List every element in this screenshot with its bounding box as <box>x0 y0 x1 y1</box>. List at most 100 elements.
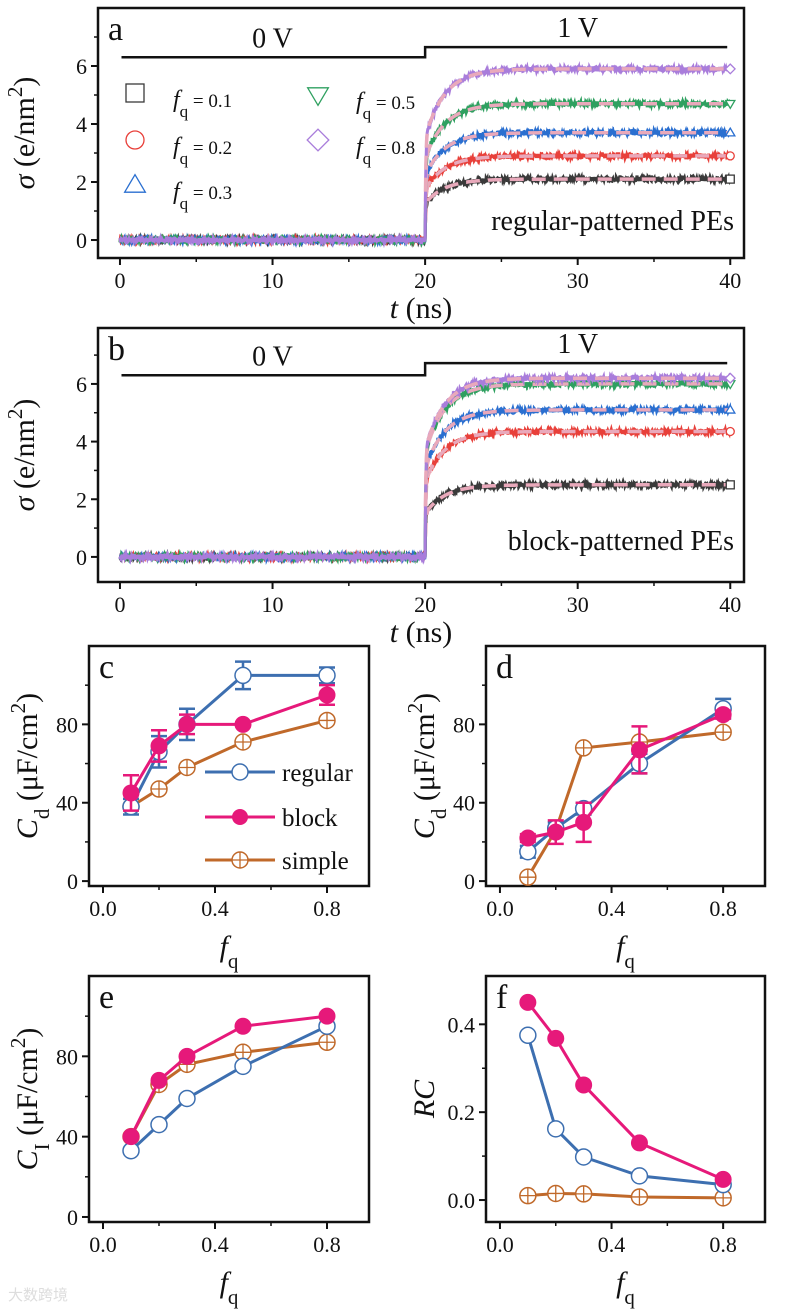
fit-line-fq-0.2 <box>423 154 731 217</box>
x-tick-label: 10 <box>262 592 284 617</box>
data-point-cross <box>715 724 732 741</box>
data-point-regular <box>150 1115 168 1134</box>
plot-frame <box>96 6 746 260</box>
fit-line-fq-0.3 <box>423 130 731 210</box>
legend-rest: = 0.2 <box>188 138 232 159</box>
y-axis-title: Cd (μF/cm2) <box>403 693 451 839</box>
x-tick-label: 20 <box>414 268 436 293</box>
legend-marker-fq-0.1 <box>125 83 145 103</box>
y-axis-title: σ (e/nm2) <box>3 77 41 190</box>
data-point-block <box>630 741 648 759</box>
data-point-block <box>178 1047 196 1065</box>
x-tick-label: 0.0 <box>89 1232 117 1257</box>
end-marker-fq-0.1 <box>725 480 735 490</box>
data-point-block <box>122 1128 140 1146</box>
end-marker-fq-0.1 <box>725 174 735 184</box>
axis-title-sup: 2 <box>3 409 27 420</box>
plot-frame <box>87 974 371 1224</box>
legend-sub: q <box>180 149 189 168</box>
data-point-block <box>547 1029 565 1047</box>
x-axis-title: fq <box>220 930 239 973</box>
data-point-cross <box>319 712 335 729</box>
data-point-block <box>714 706 732 724</box>
plot-frame <box>484 974 767 1224</box>
fit-line-fq-0.5 <box>423 382 731 509</box>
x-tick-label: 0.4 <box>201 1232 229 1257</box>
voltage-step-line <box>121 361 728 377</box>
fit-line-fq-0.1 <box>423 483 731 537</box>
panel-c: 0.0 0.4 0.8 0 40 80 regular block simple c fq Cd (μ… <box>6 644 371 973</box>
voltage-step-line <box>121 45 728 59</box>
watermark: 大数跨境 <box>8 1286 68 1304</box>
axis-title-pre: σ <box>8 173 41 189</box>
legend-label-fq-0.3: fq = 0.3 <box>173 179 232 213</box>
axis-title-sub: q <box>624 1285 635 1309</box>
y-axis-title: RC <box>408 1079 441 1119</box>
x-tick-label: 0 <box>114 592 125 617</box>
voltage-label-0v: 0 V <box>252 23 293 54</box>
axis-title-sub: d <box>427 808 451 819</box>
legend-label-fq-0.2: fq = 0.2 <box>173 134 232 168</box>
fit-line-fq-0.8 <box>423 67 731 192</box>
axis-title-pre: t <box>390 616 399 649</box>
axis-title-post: ) <box>408 693 441 703</box>
axis-title-post: ) <box>8 77 41 87</box>
y-tick-label: 40 <box>56 791 78 816</box>
x-axis-title: fq <box>616 930 635 973</box>
legend-f: f <box>173 134 183 160</box>
legend-f: f <box>356 134 366 160</box>
data-point-regular <box>234 666 252 685</box>
y-tick-label: 0.2 <box>448 1100 476 1125</box>
x-axis-title: t (ns) <box>390 292 453 325</box>
y-tick-label: 0.0 <box>448 1188 476 1213</box>
y-tick-label: 2 <box>76 170 87 195</box>
data-point-block <box>575 1076 593 1094</box>
axis-title-mid: (ns) <box>398 292 452 325</box>
legend-label-fq-0.1: fq = 0.1 <box>173 87 232 121</box>
legend-rest: = 0.5 <box>371 93 415 114</box>
data-point-block <box>178 715 196 733</box>
data-point-regular <box>519 1026 537 1045</box>
y-tick-label: 40 <box>56 1125 78 1150</box>
panel-label: c <box>99 649 114 686</box>
data-point-cross <box>519 869 536 886</box>
panel-label: d <box>496 649 513 686</box>
axis-title-sup: 2 <box>6 1038 30 1049</box>
x-tick-label: 20 <box>414 592 436 617</box>
fit-line-fq-0.3 <box>423 408 731 516</box>
x-tick-label: 40 <box>719 592 741 617</box>
x-tick-label: 0.0 <box>486 1232 514 1257</box>
x-tick-label: 30 <box>567 268 589 293</box>
panel-b: 0 10 20 30 40 0 2 4 6 0 V 1 V block-patterned PEs b t… <box>3 326 746 649</box>
x-tick-label: 40 <box>719 268 741 293</box>
axis-title-pre: C <box>11 1149 44 1170</box>
y-tick-label: 80 <box>453 712 475 737</box>
legend-rest: = 0.8 <box>371 138 415 159</box>
axis-title-pre: RC <box>408 1079 441 1119</box>
y-tick-label: 0 <box>464 869 475 894</box>
y-tick-label: 0 <box>67 1205 78 1230</box>
data-point-block <box>575 813 593 831</box>
y-tick-label: 2 <box>76 487 87 512</box>
y-tick-label: 0 <box>76 228 87 253</box>
axis-title-mid: (μF/cm <box>408 713 441 808</box>
legend-label-fq-0.5: fq = 0.5 <box>356 89 415 123</box>
x-tick-label: 0.4 <box>598 896 626 921</box>
data-point-block <box>630 1134 648 1152</box>
y-tick-label: 0.4 <box>448 1012 476 1037</box>
legend-label-fq-0.8: fq = 0.8 <box>356 134 415 168</box>
data-point-block <box>234 715 252 733</box>
series-line-block <box>526 1001 724 1181</box>
legend-marker-fq-0.5 <box>306 87 330 107</box>
data-point-cross <box>235 734 251 750</box>
x-tick-label: 0.8 <box>313 896 341 921</box>
axis-title-mid: (μF/cm <box>11 713 44 808</box>
end-marker-fq-0.8 <box>724 63 736 75</box>
y-tick-label: 80 <box>56 1044 78 1069</box>
legend-sub: q <box>363 104 372 123</box>
pattern-annotation: regular-patterned PEs <box>491 206 734 237</box>
axis-title-sub: q <box>624 949 635 973</box>
data-point-block <box>318 686 336 704</box>
legend-rest: = 0.3 <box>188 183 232 204</box>
